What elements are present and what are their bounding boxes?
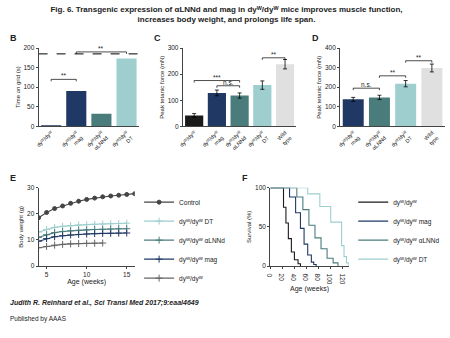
svg-text:n.s.: n.s. [223, 79, 234, 86]
svg-text:15: 15 [123, 271, 131, 278]
svg-text:0: 0 [262, 262, 266, 269]
svg-text:dyᵂ/dyᵂDT: dyᵂ/dyᵂDT [111, 129, 135, 153]
svg-text:80: 80 [314, 274, 321, 282]
svg-text:20: 20 [278, 274, 285, 282]
svg-text:0: 0 [31, 123, 35, 130]
svg-text:**: ** [416, 54, 422, 61]
svg-text:Fig. 6. Transgenic expression: Fig. 6. Transgenic expression of αLNNd a… [50, 5, 402, 24]
svg-text:B: B [10, 33, 17, 43]
svg-text:Control: Control [179, 199, 201, 206]
svg-text:dyᵂ/dyᵂ mag: dyᵂ/dyᵂ mag [179, 256, 217, 264]
svg-text:50: 50 [259, 223, 267, 230]
svg-text:0: 0 [266, 274, 273, 278]
svg-text:dyᵂ/dyᵂ: dyᵂ/dyᵂ [393, 199, 418, 207]
svg-text:200: 200 [325, 83, 336, 90]
svg-text:100: 100 [255, 184, 266, 191]
svg-text:100: 100 [325, 103, 336, 110]
svg-text:Judith R. Reinhard et al., Sci: Judith R. Reinhard et al., Sci Transl Me… [10, 299, 199, 307]
svg-text:D: D [312, 33, 319, 43]
svg-text:dyᵂ/dyᵂαLNNd: dyᵂ/dyᵂαLNNd [224, 129, 248, 153]
svg-text:dyᵂ/dyᵂmag: dyᵂ/dyᵂmag [61, 129, 85, 153]
svg-text:100: 100 [23, 83, 34, 90]
svg-text:C: C [154, 33, 161, 43]
svg-text:Time on grid (s): Time on grid (s) [15, 66, 21, 108]
svg-text:5: 5 [45, 271, 49, 278]
svg-text:0: 0 [175, 123, 179, 130]
svg-text:dyᵂ/dyᵂ DT: dyᵂ/dyᵂ DT [179, 218, 213, 226]
svg-text:dyᵂ/dyᵂmag: dyᵂ/dyᵂmag [201, 129, 225, 153]
svg-text:Age (weeks): Age (weeks) [67, 278, 106, 286]
svg-text:300: 300 [168, 44, 179, 51]
svg-text:E: E [10, 173, 16, 183]
svg-text:**: ** [271, 51, 277, 58]
svg-text:dyᵂ/dyᵂ: dyᵂ/dyᵂ [35, 129, 54, 148]
svg-text:Wildtype: Wildtype [276, 130, 293, 147]
svg-text:10: 10 [83, 271, 91, 278]
svg-text:n.s.: n.s. [361, 81, 372, 88]
svg-text:Peak tetanic force (mN): Peak tetanic force (mN) [159, 56, 165, 119]
svg-text:120: 120 [339, 274, 346, 285]
svg-text:10: 10 [27, 236, 35, 243]
svg-text:30: 30 [27, 184, 35, 191]
svg-text:dyᵂ/dyᵂ mag: dyᵂ/dyᵂ mag [393, 218, 431, 226]
svg-text:100: 100 [168, 97, 179, 104]
svg-text:Age (weeks): Age (weeks) [290, 285, 329, 293]
svg-text:400: 400 [325, 44, 336, 51]
svg-text:dyᵂ/dyᵂmag: dyᵂ/dyᵂmag [337, 129, 361, 153]
svg-text:dyᵂ/dyᵂαLNNd: dyᵂ/dyᵂαLNNd [86, 129, 110, 153]
svg-text:Peak tetanic force (mN): Peak tetanic force (mN) [316, 56, 322, 119]
svg-text:dyᵂ/dyᵂ αLNNd: dyᵂ/dyᵂ αLNNd [179, 237, 225, 245]
svg-text:Body weight (g): Body weight (g) [18, 206, 24, 248]
svg-text:200: 200 [168, 70, 179, 77]
svg-text:dyᵂ/dyᵂDT: dyᵂ/dyᵂDT [247, 129, 271, 153]
svg-text:50: 50 [27, 103, 35, 110]
svg-text:**: ** [390, 69, 396, 76]
svg-text:dyᵂ/dyᵂ: dyᵂ/dyᵂ [178, 129, 197, 148]
svg-text:0: 0 [31, 262, 35, 269]
svg-text:40: 40 [290, 274, 297, 282]
svg-text:***: *** [213, 74, 221, 81]
svg-text:Survival (%): Survival (%) [246, 211, 252, 243]
svg-text:dyᵂ/dyᵂαLNNd: dyᵂ/dyᵂαLNNd [364, 129, 388, 153]
svg-text:200: 200 [23, 44, 34, 51]
svg-text:dyᵂ/dyᵂ DT: dyᵂ/dyᵂ DT [393, 256, 427, 264]
svg-text:20: 20 [27, 210, 35, 217]
svg-text:dyᵂ/dyᵂ: dyᵂ/dyᵂ [179, 275, 204, 283]
svg-text:Wildtype: Wildtype [423, 130, 440, 147]
svg-text:300: 300 [325, 64, 336, 71]
svg-text:**: ** [98, 45, 104, 52]
svg-text:F: F [242, 173, 248, 183]
svg-text:60: 60 [302, 274, 309, 282]
svg-text:**: ** [61, 72, 67, 79]
svg-text:150: 150 [23, 64, 34, 71]
svg-text:100: 100 [326, 274, 333, 285]
svg-text:0: 0 [332, 123, 336, 130]
svg-text:dyᵂ/dyᵂDT: dyᵂ/dyᵂDT [390, 129, 414, 153]
svg-text:Published by AAAS: Published by AAAS [10, 315, 67, 323]
svg-text:dyᵂ/dyᵂ αLNNd: dyᵂ/dyᵂ αLNNd [393, 237, 439, 245]
